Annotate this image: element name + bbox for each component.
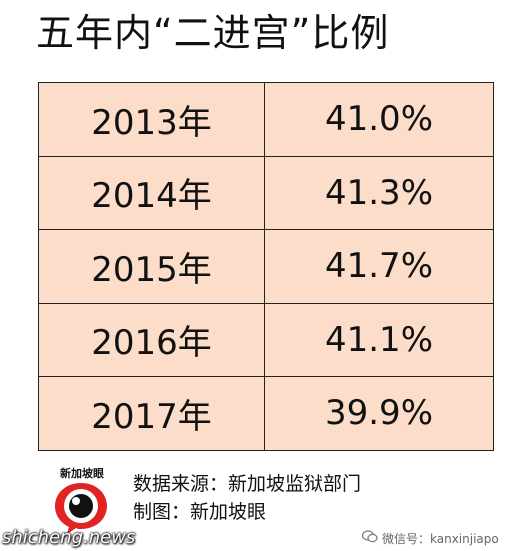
- ratio-cell: 41.1%: [264, 302, 494, 377]
- data-table: 2013年 41.0% 2014年 41.3% 2015年 41.7% 2016…: [38, 82, 494, 451]
- wechat-icon: [361, 530, 378, 546]
- ratio-cell: 41.7%: [264, 229, 494, 304]
- table-row: 2013年 41.0%: [38, 82, 494, 157]
- data-source-text: 数据来源：新加坡监狱部门: [133, 473, 362, 495]
- table-row: 2015年 41.7%: [38, 229, 494, 304]
- brand-watermark: shicheng.news: [2, 527, 136, 548]
- ratio-cell: 41.0%: [264, 82, 494, 157]
- logo-text: 新加坡眼: [60, 467, 104, 480]
- eye-logo-icon: [55, 483, 107, 534]
- year-cell: 2014年: [38, 155, 265, 230]
- logo: 新加坡眼: [45, 465, 119, 537]
- table-row: 2016年 41.1%: [38, 302, 494, 377]
- ratio-cell: 39.9%: [264, 376, 494, 451]
- chart-title: 五年内“二进宫”比例: [36, 11, 390, 55]
- year-cell: 2015年: [38, 229, 265, 304]
- year-cell: 2013年: [38, 82, 265, 157]
- chart-credit-text: 制图：新加坡眼: [133, 501, 267, 523]
- wechat-watermark: 微信号：kanxinjiapo: [361, 530, 499, 547]
- source-note: 数据来源：新加坡监狱部门 制图：新加坡眼: [133, 470, 361, 526]
- table-row: 2014年 41.3%: [38, 155, 494, 230]
- wechat-id-text: 微信号：kanxinjiapo: [382, 532, 499, 546]
- year-cell: 2016年: [38, 302, 265, 377]
- table-row: 2017年 39.9%: [38, 376, 494, 451]
- year-cell: 2017年: [38, 376, 265, 451]
- ratio-cell: 41.3%: [264, 155, 494, 230]
